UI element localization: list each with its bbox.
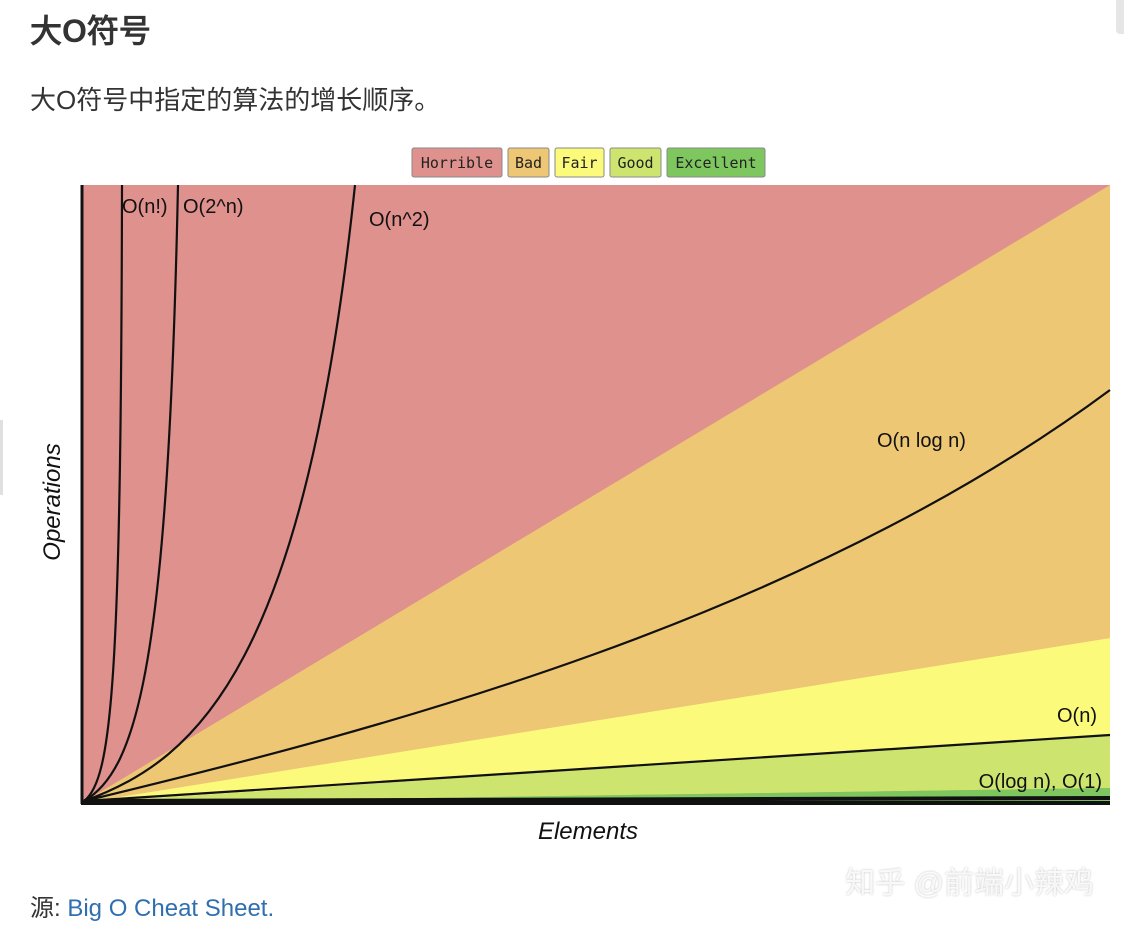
y-axis-label: Operations <box>39 443 66 560</box>
watermark: 知乎 @前端小辣鸡 <box>845 867 1094 900</box>
region-bad <box>82 185 1110 803</box>
curve-label: O(n!) <box>122 196 168 218</box>
legend-swatch <box>411 147 503 178</box>
source-link[interactable]: Big O Cheat Sheet. <box>67 895 275 922</box>
curve-label: O(log n), O(1) <box>979 771 1102 793</box>
curve-o-n <box>83 184 124 802</box>
complexity-curves <box>83 184 1111 803</box>
chart-axes <box>80 185 1110 805</box>
curve-o-2-n <box>83 184 180 802</box>
legend-swatch <box>507 147 550 178</box>
region-fair <box>82 638 1110 803</box>
curve-label: O(2^n) <box>183 196 244 218</box>
complexity-regions <box>82 185 1110 803</box>
x-axis-label: Elements <box>538 818 638 845</box>
legend-label: Fair <box>561 154 597 172</box>
chart-legend: Horrible Bad Fair Good Excellent <box>411 147 766 178</box>
curve-label: O(n log n) <box>877 430 966 452</box>
legend-item-fair: Fair <box>554 147 605 178</box>
source-line: 源: Big O Cheat Sheet. <box>30 888 274 923</box>
page-description: 大O符号中指定的算法的增长顺序。 <box>30 85 441 115</box>
curve-label: O(n^2) <box>369 209 430 231</box>
curve-o-n-2 <box>83 184 357 803</box>
curve-labels: O(n!) O(2^n) O(n^2) O(n log n) O(n) O(log n),… <box>122 196 1102 793</box>
legend-item-good: Good <box>609 147 662 178</box>
source-prefix: 源: <box>30 895 68 922</box>
curve-o-n-log-n <box>83 389 1111 803</box>
legend-label: Bad <box>515 154 542 172</box>
scrollbar[interactable] <box>1116 0 1124 34</box>
legend-label: Good <box>617 154 653 172</box>
big-o-chart: Horrible Bad Fair Good Excellent O(n!) O(2^n)… <box>39 147 1111 845</box>
legend-swatch <box>666 147 766 178</box>
curve-o-log-n-o-1 <box>83 796 1111 803</box>
legend-swatch <box>554 147 605 178</box>
side-edge <box>0 420 3 495</box>
curve-o-n <box>83 733 1111 803</box>
legend-item-horrible: Horrible <box>411 147 503 178</box>
legend-swatch <box>609 147 662 178</box>
curve-label: O(n) <box>1057 705 1097 727</box>
legend-item-excellent: Excellent <box>666 147 766 178</box>
legend-label: Excellent <box>675 154 756 172</box>
legend-label: Horrible <box>421 154 493 172</box>
legend-item-bad: Bad <box>507 147 550 178</box>
page-title: 大O符号 <box>30 13 151 49</box>
